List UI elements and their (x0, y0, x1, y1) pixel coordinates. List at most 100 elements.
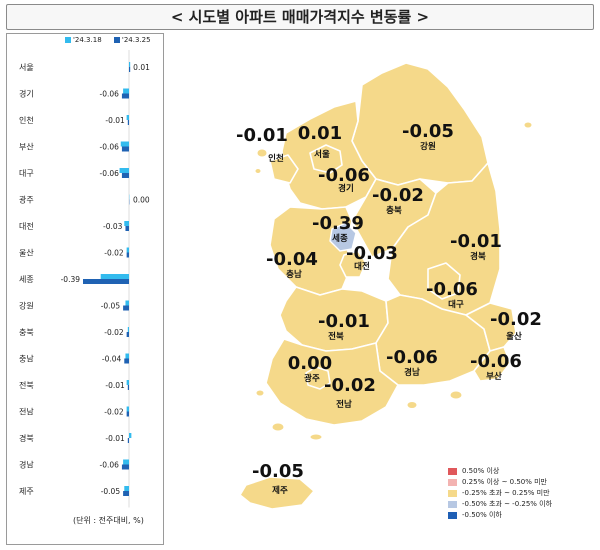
category-label: 서울 (19, 63, 34, 72)
legend-label-prev: '24.3.18 (73, 36, 102, 44)
map-value-label: -0.06 (386, 347, 438, 368)
category-label: 울산 (19, 248, 34, 258)
category-label: 경북 (19, 433, 34, 443)
category-label: 전북 (19, 380, 34, 390)
map-legend-row-4: -0.50% 이하 (448, 510, 552, 521)
data-label: -0.06 (100, 143, 120, 152)
bar-curr (121, 464, 129, 470)
map-region-label: 세종 (332, 233, 348, 244)
data-label: -0.04 (102, 355, 122, 364)
data-label: -0.02 (104, 408, 124, 417)
map-region-jeonnam (265, 338, 399, 426)
category-label: 강원 (19, 301, 34, 311)
legend-item-curr: '24.3.25 (113, 36, 151, 44)
bar-prev (126, 380, 129, 385)
category-label: 충남 (19, 355, 34, 364)
bar-curr (127, 438, 129, 443)
map-legend-swatch-1 (448, 478, 457, 486)
map-region-label: 경기 (338, 183, 354, 194)
bar-prev (123, 459, 129, 465)
island-ganghwa (256, 148, 268, 158)
bar-curr (127, 120, 129, 125)
map-value-label: -0.01 (450, 231, 502, 252)
map-region-daegu (427, 262, 461, 300)
category-label: 광주 (19, 195, 34, 205)
map-region-incheon (269, 154, 299, 184)
bar-curr (123, 305, 129, 311)
legend-swatch-curr (113, 37, 120, 43)
data-label: -0.06 (100, 461, 120, 470)
map-region-label: 전북 (328, 331, 344, 342)
map-legend-label-2: -0.25% 초과 ~ 0.25% 미만 (462, 489, 550, 497)
map-legend-label-0: 0.50% 이상 (462, 467, 500, 475)
bar-curr (121, 146, 129, 152)
data-label: -0.01 (105, 381, 125, 390)
island-sinan (255, 389, 265, 397)
map-value-label: -0.02 (372, 185, 424, 206)
category-label: 경남 (19, 460, 34, 470)
bar-prev (125, 353, 129, 359)
bar-curr (126, 332, 129, 337)
map-legend-row-0: 0.50% 이상 (448, 466, 552, 477)
category-label: 세종 (19, 275, 34, 284)
map-region-label: 대전 (354, 261, 370, 272)
map-value-label: 0.00 (288, 353, 332, 374)
bar-prev (120, 141, 129, 147)
map-legend-label-3: -0.50% 초과 ~ -0.25% 이하 (462, 500, 553, 508)
map-region-daejeon (339, 250, 367, 278)
map-region-label: 광주 (304, 373, 320, 384)
bar-prev (124, 486, 129, 491)
map-region-seoul (309, 144, 343, 174)
unit-note: (단위 : 전주대비, %) (73, 516, 144, 525)
map-region-label: 인천 (268, 153, 284, 164)
bar-curr (121, 173, 129, 178)
map-value-label: -0.06 (470, 351, 522, 372)
bar-curr (126, 252, 129, 258)
map-region-gyeongbuk (387, 162, 501, 316)
map-region-ulsan (465, 302, 517, 352)
map-legend-label-1: 0.25% 이상 ~ 0.50% 미만 (462, 478, 548, 486)
data-label: -0.01 (105, 434, 125, 443)
island-wando (309, 433, 323, 441)
map-value-label: -0.05 (402, 121, 454, 142)
map-region-sejong (329, 222, 357, 252)
data-label: -0.03 (103, 222, 123, 231)
bar-prev (125, 300, 129, 306)
map-legend-row-3: -0.50% 초과 ~ -0.25% 이하 (448, 499, 552, 510)
bar-curr (124, 358, 129, 364)
map-value-label: -0.04 (266, 249, 318, 270)
legend-label-curr: '24.3.25 (121, 36, 151, 44)
bar-curr (121, 93, 129, 99)
bar-curr (129, 67, 131, 72)
bar-prev (100, 274, 129, 279)
data-label: -0.02 (104, 249, 124, 258)
map-legend-swatch-0 (448, 467, 457, 475)
map-legend-label-4: -0.50% 이하 (462, 511, 502, 519)
legend-item-prev: '24.3.18 (65, 36, 102, 44)
map-region-label: 부산 (486, 371, 502, 382)
category-label: 인천 (19, 115, 34, 125)
data-label: -0.06 (100, 90, 120, 99)
data-label: -0.01 (105, 116, 125, 125)
map-value-label: -0.01 (318, 311, 370, 332)
map-region-label: 충북 (386, 205, 402, 216)
map-region-label: 제주 (272, 485, 288, 496)
island-baengnyeong (254, 168, 262, 174)
bar-curr (125, 226, 129, 231)
bar-prev (127, 327, 129, 332)
island-jindo (271, 422, 285, 432)
map-value-label: -0.06 (426, 279, 478, 300)
data-label: -0.05 (101, 302, 121, 311)
bar-prev (123, 88, 129, 94)
map-value-label: -0.02 (490, 309, 542, 330)
bar-prev (129, 433, 132, 438)
category-label: 부산 (19, 142, 34, 152)
category-label: 전남 (19, 407, 34, 417)
bar-legend: '24.3.18 '24.3.25 (65, 36, 161, 44)
map-region-busan (473, 346, 511, 382)
map-legend-swatch-3 (448, 500, 457, 508)
map-legend-row-2: -0.25% 초과 ~ 0.25% 미만 (448, 488, 552, 499)
bar-curr (83, 279, 129, 284)
map-region-label: 강원 (420, 141, 436, 152)
